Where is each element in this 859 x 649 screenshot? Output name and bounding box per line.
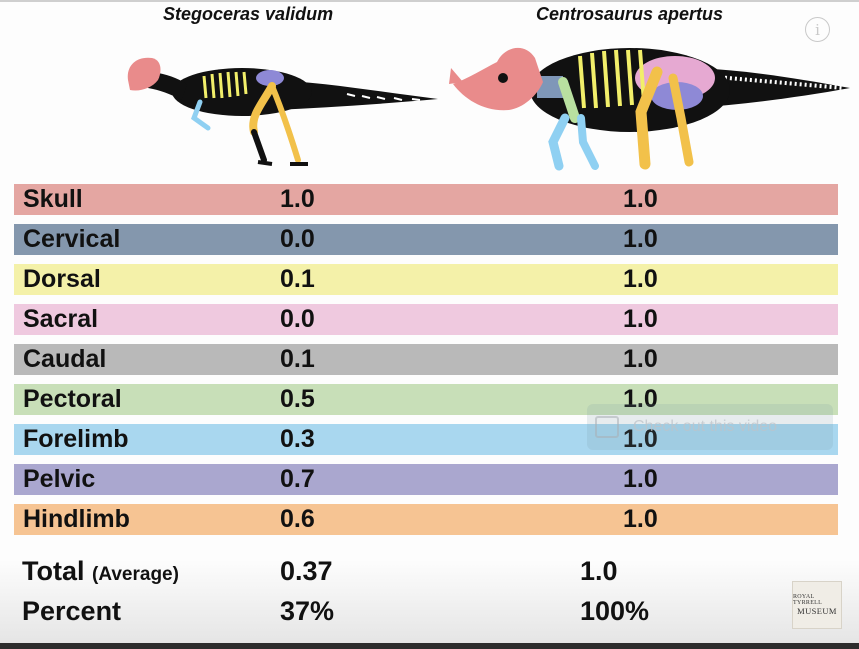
centrosaurus-value: 1.0	[623, 345, 658, 373]
centrosaurus-value: 1.0	[623, 185, 658, 213]
centrosaurus-value: 1.0	[623, 225, 658, 253]
total-stegoceras: 0.37	[280, 556, 333, 586]
stegoceras-value: 0.3	[280, 425, 315, 453]
centrosaurus-skeleton-illustration	[449, 47, 850, 171]
percent-label: Percent	[22, 596, 122, 626]
row-hindlimb: Hindlimb 0.6 1.0	[14, 504, 838, 535]
title-centrosaurus: Centrosaurus apertus	[536, 4, 724, 24]
row-skull: Skull 1.0 1.0	[14, 184, 838, 215]
row-label: Cervical	[23, 225, 121, 253]
row-label: Forelimb	[23, 425, 129, 453]
row-pelvic: Pelvic 0.7 1.0	[14, 464, 838, 495]
row-cervical: Cervical 0.0 1.0	[14, 224, 838, 255]
row-pectoral: Pectoral 0.5 1.0	[14, 384, 838, 415]
row-sacral: Sacral 0.0 1.0	[14, 304, 838, 335]
centrosaurus-value: 1.0	[623, 465, 658, 493]
stegoceras-value: 0.5	[280, 385, 315, 413]
row-label: Pelvic	[23, 465, 96, 493]
row-label: Pectoral	[23, 385, 122, 413]
total-label-text: Total	[22, 556, 85, 586]
stegoceras-value: 0.1	[280, 265, 315, 293]
stegoceras-value: 0.0	[280, 305, 315, 333]
logo-line1: ROYAL TYRRELL	[793, 594, 823, 606]
video-control-bar	[0, 643, 859, 649]
centrosaurus-value: 1.0	[623, 425, 658, 453]
percent-centrosaurus: 100%	[580, 596, 650, 626]
stegoceras-value: 0.7	[280, 465, 315, 493]
top-border	[0, 0, 859, 2]
row-label: Skull	[23, 185, 83, 213]
info-icon[interactable]: i	[805, 17, 830, 42]
row-label: Dorsal	[23, 265, 101, 293]
row-forelimb: Forelimb 0.3 1.0	[14, 424, 838, 455]
row-label: Caudal	[23, 345, 107, 373]
centrosaurus-value: 1.0	[623, 385, 658, 413]
stegoceras-value: 0.6	[280, 505, 315, 533]
centrosaurus-value: 1.0	[623, 265, 658, 293]
stegoceras-value: 0.0	[280, 225, 315, 253]
overlay-text: Check out this video	[633, 418, 778, 435]
video-icon	[595, 416, 619, 438]
row-dorsal: Dorsal 0.1 1.0	[14, 264, 838, 295]
royal-tyrrell-museum-logo: ROYAL TYRRELL MUSEUM	[792, 581, 842, 629]
row-caudal: Caudal 0.1 1.0	[14, 344, 838, 375]
centrosaurus-value: 1.0	[623, 505, 658, 533]
bottom-shade	[0, 560, 859, 649]
stegoceras-skeleton-illustration	[127, 57, 438, 166]
logo-line2: MUSEUM	[797, 606, 837, 616]
row-label: Hindlimb	[23, 505, 130, 533]
percent-stegoceras: 37%	[280, 596, 335, 626]
stegoceras-value: 0.1	[280, 345, 315, 373]
total-label: Total (Average)	[22, 556, 179, 587]
check-out-video-overlay[interactable]: Check out this video	[587, 404, 833, 450]
row-label: Sacral	[23, 305, 99, 333]
centrosaurus-value: 1.0	[623, 305, 658, 333]
stegoceras-value: 1.0	[280, 185, 315, 213]
total-centrosaurus: 1.0	[580, 556, 618, 586]
title-stegoceras: Stegoceras validum	[163, 4, 334, 24]
total-note: (Average)	[92, 564, 179, 585]
